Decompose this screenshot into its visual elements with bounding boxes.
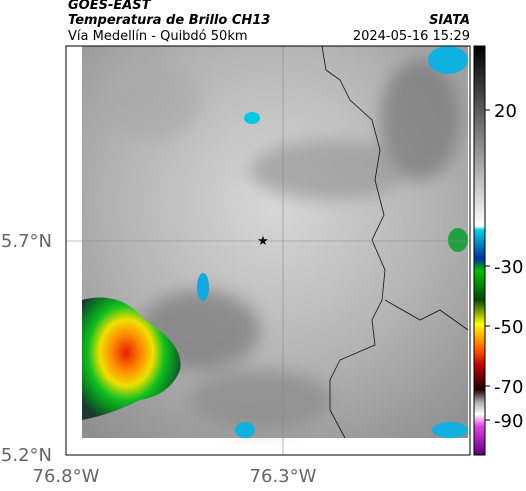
lat-label: 5.7°N — [1, 231, 52, 252]
lon-label: 76.8°W — [33, 466, 100, 487]
colorbar-label: 20 — [494, 101, 517, 122]
colorbar — [473, 45, 486, 456]
lat-label: 5.2°N — [1, 445, 52, 466]
colorbar-label: -90 — [494, 411, 523, 432]
subtitle: Temperatura de Brillo CH13 — [68, 13, 270, 28]
datetime: 2024-05-16 15:29 — [353, 29, 470, 44]
title: GOES-EAST — [68, 0, 152, 13]
svg-text:★: ★ — [257, 234, 269, 249]
map: ★ — [65, 45, 471, 456]
location: Vía Medellín - Quibdó 50km — [68, 29, 248, 44]
colorbar-label: -70 — [494, 377, 523, 398]
colorbar-label: -50 — [494, 317, 523, 338]
colorbar-label: -30 — [494, 257, 523, 278]
source: SIATA — [429, 13, 470, 28]
lon-label: 76.3°W — [250, 466, 317, 487]
